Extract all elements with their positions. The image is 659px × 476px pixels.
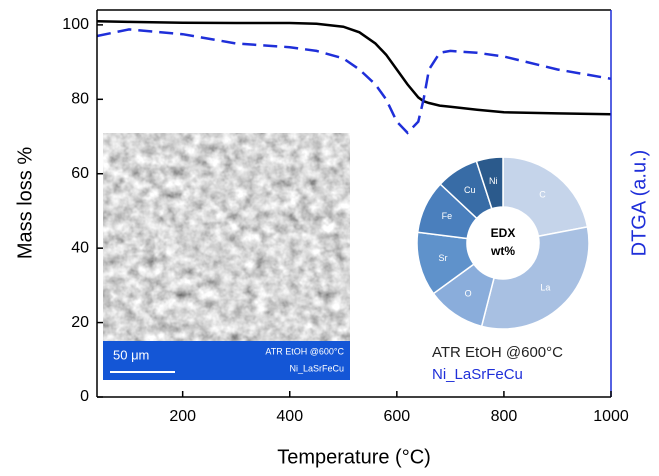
slice-label: Fe [442, 211, 453, 221]
pie-title: EDX [491, 226, 516, 240]
inset-label: Ni_LaSrFeCu [289, 363, 344, 373]
y-tick-label: 0 [80, 388, 89, 405]
y-tick-label: 80 [71, 91, 89, 108]
x-tick-label: 800 [491, 408, 518, 425]
x-tick-label: 600 [383, 408, 410, 425]
pie-subtitle: wt% [490, 244, 515, 258]
scale-label: 50 μm [113, 347, 149, 362]
x-tick-label: 1000 [593, 408, 629, 425]
annotation: ATR EtOH @600°C [432, 344, 563, 361]
x-tick-label: 400 [276, 408, 303, 425]
slice-label: O [465, 289, 472, 299]
slice-label: Cu [464, 185, 476, 195]
y-tick-label: 20 [71, 314, 89, 331]
slice-label: Sr [438, 253, 447, 263]
y-tick-label: 100 [62, 16, 89, 33]
slice-label: C [539, 190, 546, 200]
pie-slice [480, 226, 590, 330]
y-tick-label: 40 [71, 239, 89, 256]
slice-label: La [540, 283, 550, 293]
y-axis-label: Mass loss % [14, 147, 36, 259]
data-line [96, 19, 612, 116]
inset-label: ATR EtOH @600°C [265, 346, 344, 356]
x-tick-label: 200 [169, 408, 196, 425]
sem-image [103, 133, 350, 380]
data-line [96, 28, 612, 135]
x-axis-label: Temperature (°C) [277, 446, 431, 468]
annotation: Ni_LaSrFeCu [432, 366, 523, 383]
pie-slice [475, 156, 504, 210]
slice-label: Ni [489, 176, 498, 186]
sem-bar [103, 341, 350, 380]
y2-axis-label: DTGA (a.u.) [628, 150, 650, 257]
y-tick-label: 60 [71, 165, 89, 182]
pie-slice [502, 156, 589, 238]
